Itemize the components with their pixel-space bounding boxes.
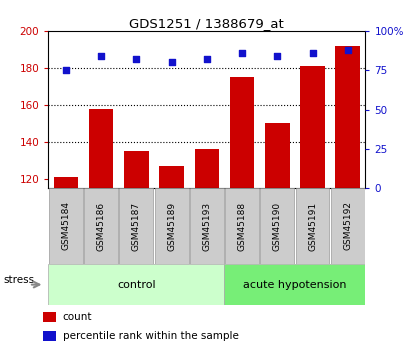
- Point: [239, 50, 245, 56]
- Text: GSM45189: GSM45189: [167, 201, 176, 250]
- Bar: [336, 46, 360, 188]
- Bar: [300, 66, 325, 188]
- Point: [98, 53, 105, 59]
- FancyBboxPatch shape: [155, 188, 189, 264]
- Point: [63, 68, 69, 73]
- Bar: [265, 124, 290, 188]
- FancyBboxPatch shape: [48, 264, 224, 305]
- Point: [274, 53, 281, 59]
- Bar: [43, 331, 56, 341]
- Text: GSM45186: GSM45186: [97, 201, 106, 250]
- FancyBboxPatch shape: [49, 188, 83, 264]
- Text: acute hypotension: acute hypotension: [243, 280, 346, 289]
- Text: GSM45190: GSM45190: [273, 201, 282, 250]
- Text: GSM45188: GSM45188: [238, 201, 247, 250]
- Point: [203, 57, 210, 62]
- Text: percentile rank within the sample: percentile rank within the sample: [63, 331, 239, 341]
- Title: GDS1251 / 1388679_at: GDS1251 / 1388679_at: [129, 17, 284, 30]
- Text: GSM45187: GSM45187: [132, 201, 141, 250]
- FancyBboxPatch shape: [260, 188, 294, 264]
- Text: count: count: [63, 312, 92, 322]
- Point: [133, 57, 140, 62]
- Text: GSM45184: GSM45184: [61, 201, 71, 250]
- Bar: [159, 166, 184, 188]
- Point: [344, 47, 351, 53]
- Text: GSM45191: GSM45191: [308, 201, 317, 250]
- Bar: [43, 312, 56, 322]
- Text: control: control: [117, 280, 156, 289]
- FancyBboxPatch shape: [225, 188, 259, 264]
- Bar: [230, 77, 255, 188]
- Bar: [124, 151, 149, 188]
- FancyBboxPatch shape: [331, 188, 365, 264]
- Text: GSM45193: GSM45193: [202, 201, 211, 250]
- FancyBboxPatch shape: [190, 188, 224, 264]
- Bar: [194, 149, 219, 188]
- Text: stress: stress: [4, 275, 35, 285]
- FancyBboxPatch shape: [119, 188, 153, 264]
- FancyBboxPatch shape: [296, 188, 329, 264]
- FancyBboxPatch shape: [84, 188, 118, 264]
- Point: [168, 60, 175, 65]
- Bar: [54, 177, 78, 188]
- FancyBboxPatch shape: [224, 264, 365, 305]
- Bar: [89, 109, 113, 188]
- Point: [309, 50, 316, 56]
- Text: GSM45192: GSM45192: [343, 201, 352, 250]
